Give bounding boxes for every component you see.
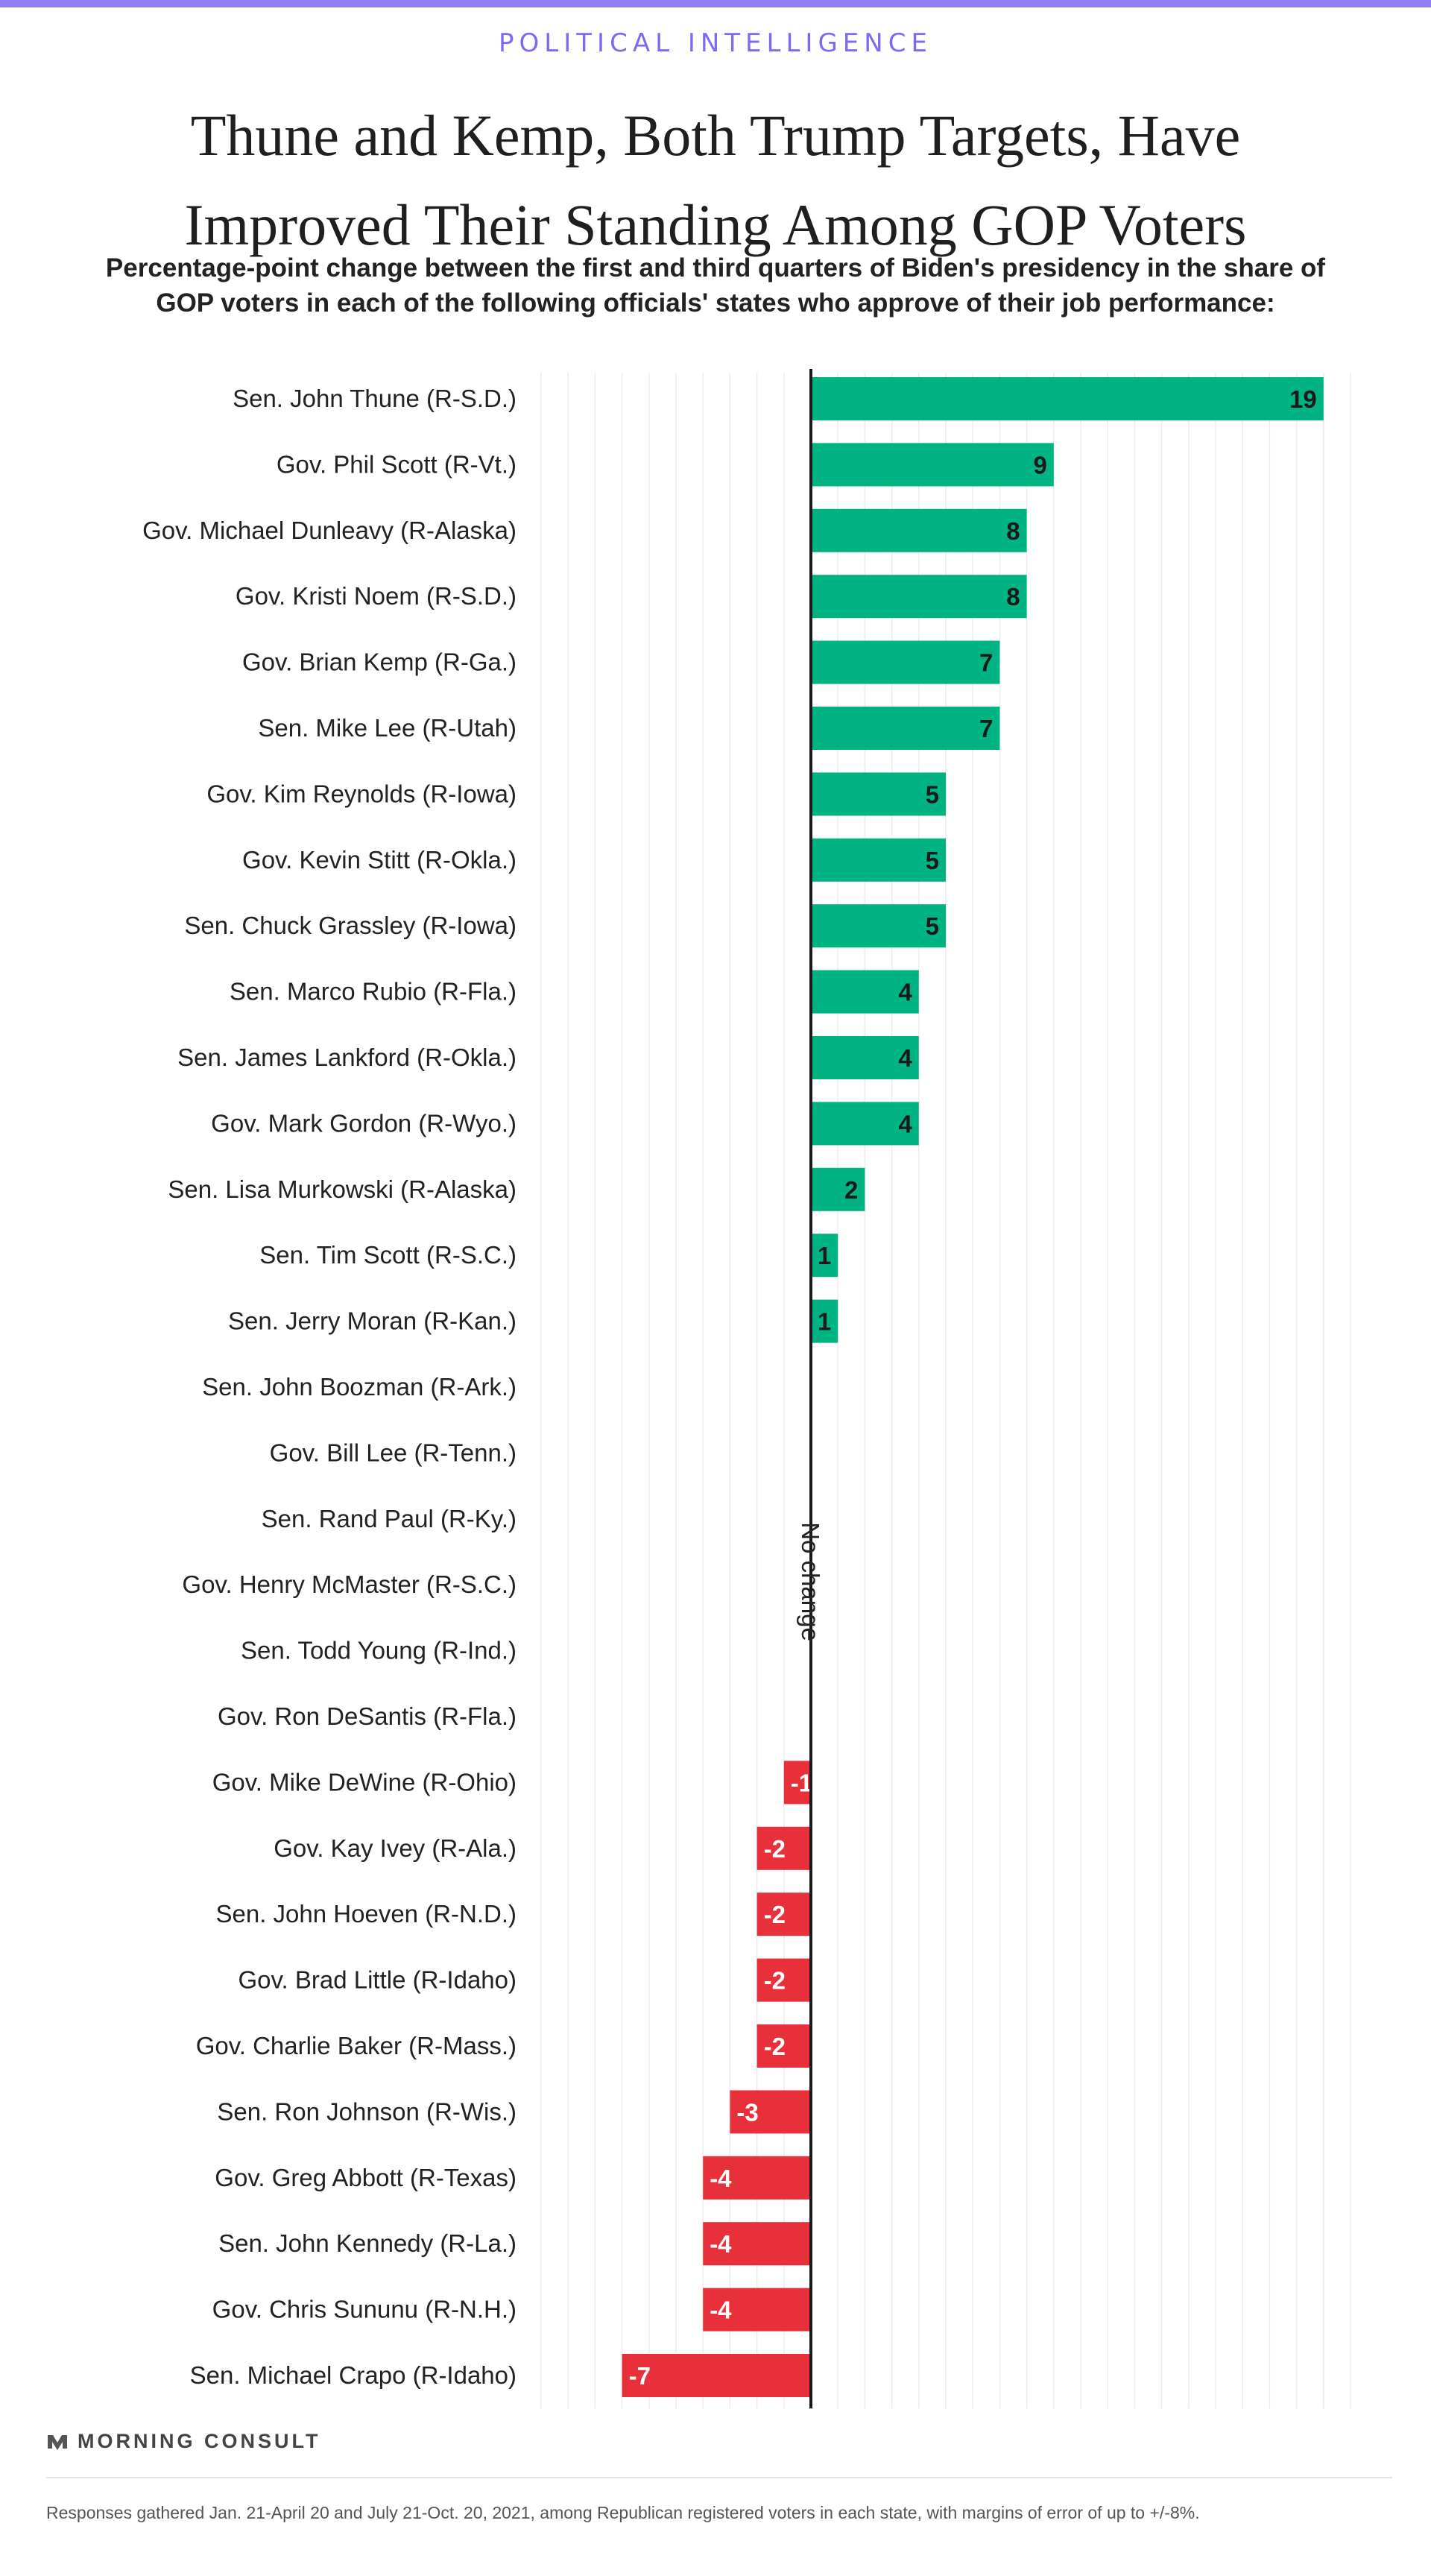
footer-divider xyxy=(46,2477,1392,2478)
value-label: -2 xyxy=(764,1901,786,1928)
bar xyxy=(703,2222,811,2266)
category-label: Gov. Michael Dunleavy (R-Alaska) xyxy=(142,517,517,544)
value-label: -2 xyxy=(764,1967,786,1995)
category-label: Gov. Brian Kemp (R-Ga.) xyxy=(242,648,517,676)
chart-title: Thune and Kemp, Both Trump Targets, Have… xyxy=(184,103,1247,257)
bar xyxy=(811,838,946,882)
bar-chart: Sen. John Thune (R-S.D.) 19 Gov. Phil Scot… xyxy=(0,350,1431,2415)
bar xyxy=(756,1826,811,1870)
category-label: Gov. Brad Little (R-Idaho) xyxy=(238,1966,517,1994)
bar xyxy=(756,1892,811,1936)
category-label: Gov. Bill Lee (R-Tenn.) xyxy=(270,1439,517,1466)
category-label: Sen. Chuck Grassley (R-Iowa) xyxy=(184,912,517,939)
value-label: 2 xyxy=(844,1176,858,1204)
bar xyxy=(811,1234,838,1278)
category-label: Gov. Phil Scott (R-Vt.) xyxy=(277,450,517,478)
value-label: 8 xyxy=(1006,517,1020,545)
bar xyxy=(811,707,1000,750)
footnote: Responses gathered Jan. 21-April 20 and … xyxy=(46,2503,1200,2522)
value-label: 1 xyxy=(818,1242,831,1269)
value-label: 5 xyxy=(926,847,939,874)
value-label: 9 xyxy=(1033,451,1046,479)
no-change-annotation: No change xyxy=(797,1522,824,1641)
value-label: 4 xyxy=(898,1044,912,1072)
value-label: -7 xyxy=(629,2362,651,2390)
category-label: Gov. Kay Ivey (R-Ala.) xyxy=(274,1834,517,1862)
value-label: 5 xyxy=(926,912,939,940)
category-label: Sen. John Boozman (R-Ark.) xyxy=(202,1373,517,1401)
value-label: -4 xyxy=(710,2165,732,2192)
morning-consult-logo-icon xyxy=(48,2434,67,2450)
value-label: -3 xyxy=(736,2098,758,2126)
category-label: Gov. Kim Reynolds (R-Iowa) xyxy=(206,780,517,807)
bar xyxy=(811,772,946,816)
bar xyxy=(783,1761,811,1805)
top-accent-bar xyxy=(0,0,1431,7)
bar xyxy=(622,2354,811,2397)
bar xyxy=(756,1958,811,2002)
category-label: Sen. Rand Paul (R-Ky.) xyxy=(262,1505,517,1532)
value-label: 8 xyxy=(1006,583,1020,610)
value-label: 7 xyxy=(979,649,993,677)
category-label: Sen. John Thune (R-S.D.) xyxy=(233,385,517,412)
bar xyxy=(811,970,919,1014)
category-label: Gov. Henry McMaster (R-S.C.) xyxy=(182,1570,517,1598)
bar xyxy=(756,2024,811,2068)
value-label: -2 xyxy=(764,1835,786,1863)
bar xyxy=(811,377,1324,420)
category-label: Gov. Kristi Noem (R-S.D.) xyxy=(236,582,517,610)
value-label: -2 xyxy=(764,2033,786,2060)
category-label: Sen. Michael Crapo (R-Idaho) xyxy=(190,2361,517,2389)
bar xyxy=(811,904,946,948)
category-label: Sen. Lisa Murkowski (R-Alaska) xyxy=(168,1175,517,1203)
category-label: Sen. John Hoeven (R-N.D.) xyxy=(216,1900,517,1928)
bar xyxy=(811,1036,919,1079)
category-label: Gov. Greg Abbott (R-Texas) xyxy=(215,2164,517,2191)
category-label: Gov. Mark Gordon (R-Wyo.) xyxy=(211,1109,517,1137)
bar xyxy=(811,1167,865,1211)
bar xyxy=(811,508,1027,552)
category-label: Sen. Ron Johnson (R-Wis.) xyxy=(217,2097,517,2125)
category-label: Sen. Todd Young (R-Ind.) xyxy=(241,1637,517,1664)
bar xyxy=(811,443,1054,487)
category-label: Sen. John Kennedy (R-La.) xyxy=(218,2229,517,2257)
bar xyxy=(730,2090,811,2134)
brand-logo: MORNING CONSULT xyxy=(46,2430,320,2453)
category-label: Sen. Mike Lee (R-Utah) xyxy=(258,714,517,742)
category-label: Sen. Tim Scott (R-S.C.) xyxy=(259,1241,517,1269)
category-label: Gov. Charlie Baker (R-Mass.) xyxy=(196,2032,517,2059)
category-label: Sen. Jerry Moran (R-Kan.) xyxy=(228,1307,517,1335)
value-label: -4 xyxy=(710,2230,732,2258)
value-label: 5 xyxy=(926,780,939,808)
category-label: Gov. Kevin Stitt (R-Okla.) xyxy=(242,846,517,874)
value-label: -1 xyxy=(791,1769,812,1796)
brand-logo-text: MORNING CONSULT xyxy=(78,2430,321,2452)
bar xyxy=(811,1102,919,1146)
bar xyxy=(811,1299,838,1343)
category-label: Sen. Marco Rubio (R-Fla.) xyxy=(230,978,517,1006)
value-label: 4 xyxy=(898,1110,912,1137)
value-label: -4 xyxy=(710,2296,732,2324)
value-label: 4 xyxy=(898,979,912,1006)
value-label: 1 xyxy=(818,1308,831,1336)
value-label: 7 xyxy=(979,715,993,742)
category-label: Gov. Ron DeSantis (R-Fla.) xyxy=(218,1702,517,1730)
value-label: 19 xyxy=(1289,385,1317,413)
category-label: Sen. James Lankford (R-Okla.) xyxy=(177,1044,517,1071)
bar xyxy=(811,575,1027,619)
category-label: Gov. Chris Sununu (R-N.H.) xyxy=(212,2296,517,2323)
bar xyxy=(703,2288,811,2332)
chart-subtitle: Percentage-point change between the firs… xyxy=(105,253,1326,318)
bar xyxy=(811,640,1000,684)
bar xyxy=(703,2156,811,2200)
section-kicker: POLITICAL INTELLIGENCE xyxy=(499,28,932,58)
category-label: Gov. Mike DeWine (R-Ohio) xyxy=(212,1768,517,1796)
